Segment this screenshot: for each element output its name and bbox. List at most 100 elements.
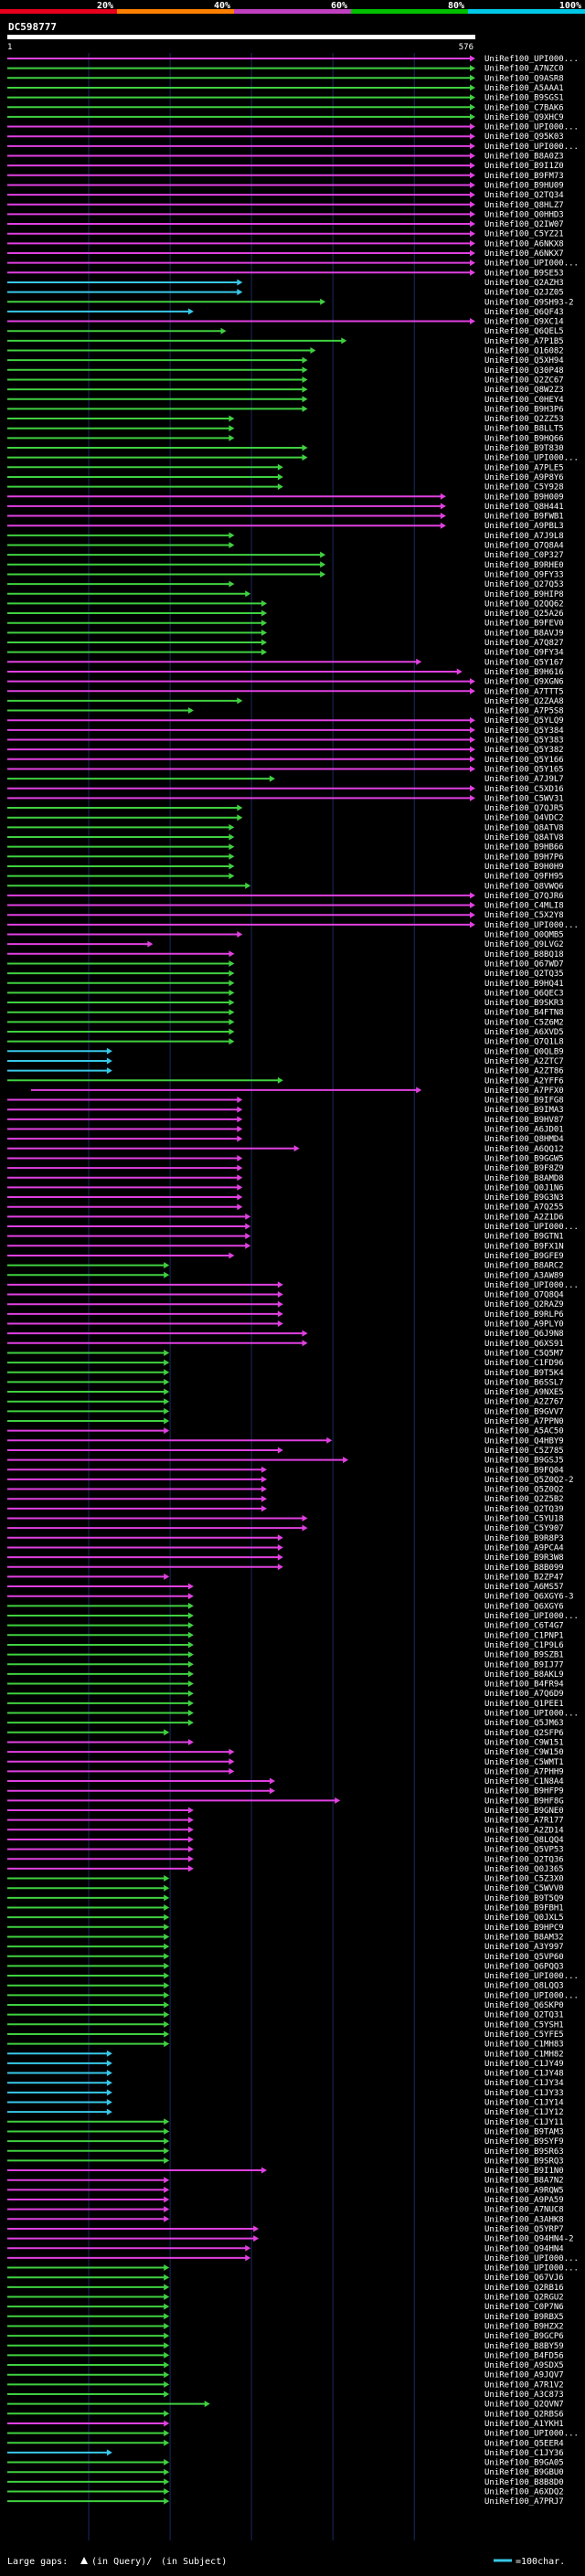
hit-label: UniRef100_B9SZB1 <box>484 1651 564 1660</box>
hit-bar-arrow <box>229 580 235 588</box>
hit-bar-arrow <box>187 1855 194 1862</box>
hit-bar-arrow <box>229 843 235 851</box>
hit-bar-arrow <box>164 1378 170 1385</box>
hit-bar-arrow <box>237 804 243 811</box>
hit-bar-arrow <box>320 570 326 578</box>
hit-label: UniRef100_A9PCA4 <box>484 1543 564 1553</box>
hit-label: UniRef100_UPI000... <box>484 260 579 269</box>
hit-bar-arrow <box>106 2099 112 2105</box>
hit-label: UniRef100_Q5Z0Q2-2 <box>484 1476 574 1485</box>
hit-label: UniRef100_Q2ZZ53 <box>484 415 564 424</box>
hit-label: UniRef100_A3C873 <box>484 2390 564 2400</box>
hit-bar-arrow <box>106 1047 112 1055</box>
legend-in-query: (in Query)/ <box>91 2557 152 2567</box>
hit-bar-arrow <box>164 2380 170 2388</box>
hit-bar-arrow <box>229 1028 235 1035</box>
hit-label: UniRef100_A7Q6D9 <box>484 1690 564 1699</box>
hit-label: UniRef100_C7BAK6 <box>484 103 564 112</box>
hit-bar-arrow <box>237 1193 243 1201</box>
hit-label: UniRef100_A9RQW5 <box>484 2186 564 2195</box>
pid-scale-tick: 40% <box>214 1 230 11</box>
hit-bar-arrow <box>164 2215 170 2222</box>
hit-label: UniRef100_A9P8Y6 <box>484 473 564 482</box>
hit-bar-arrow <box>229 980 235 987</box>
hit-label: UniRef100_C5YSH1 <box>484 2020 564 2030</box>
hit-bar-arrow <box>245 1242 251 1249</box>
hit-bar-arrow <box>470 318 475 325</box>
hit-bar-arrow <box>164 2313 170 2320</box>
hit-bar-arrow <box>164 2488 170 2495</box>
hit-bar-arrow <box>277 473 283 481</box>
hit-label: UniRef100_B9GCP6 <box>484 2332 564 2341</box>
hit-label: UniRef100_A6XVD5 <box>484 1028 564 1037</box>
pid-scale-tick: 20% <box>97 1 113 11</box>
hit-label: UniRef100_C5XD16 <box>484 785 564 794</box>
hit-label: UniRef100_Q2AZH3 <box>484 279 564 288</box>
hit-bar-arrow <box>470 239 475 247</box>
pid-scale-segment <box>117 9 234 14</box>
hit-bar-arrow <box>253 2235 260 2242</box>
hit-label: UniRef100_C0P327 <box>484 551 564 560</box>
hit-bar-arrow <box>164 2127 170 2135</box>
hit-bar-arrow <box>229 1009 235 1016</box>
hit-label: UniRef100_A7J9L7 <box>484 775 564 784</box>
hit-bar-arrow <box>302 1515 308 1521</box>
hit-label: UniRef100_C1JY33 <box>484 2089 564 2098</box>
hit-label: UniRef100_C1PNP1 <box>484 1631 564 1640</box>
hit-bar-arrow <box>261 629 268 636</box>
hit-label: UniRef100_A2Z1D6 <box>484 1213 564 1222</box>
hit-label: UniRef100_B9T5Q9 <box>484 1894 564 1903</box>
legend-large-gaps: Large gaps: <box>7 2557 68 2567</box>
hit-bar-arrow <box>277 1281 283 1288</box>
hit-label: UniRef100_B9FEV0 <box>484 620 564 629</box>
hit-label: UniRef100_Q8LQQ4 <box>484 1836 564 1845</box>
hit-bar-arrow <box>302 356 308 364</box>
hit-label: UniRef100_Q7Q8Q4 <box>484 1291 564 1300</box>
hit-label: UniRef100_Q5Y165 <box>484 765 564 774</box>
hit-label: UniRef100_Q7Q1L8 <box>484 1038 564 1047</box>
hit-bar-arrow <box>164 1369 170 1376</box>
query-start-label: 1 <box>7 43 12 52</box>
pid-scale-segment <box>0 9 117 14</box>
hit-label: UniRef100_B9R8P3 <box>484 1534 564 1543</box>
hit-label: UniRef100_UPI000... <box>484 921 579 930</box>
hit-bar-arrow <box>440 513 446 520</box>
legend-scale: =100char. <box>516 2557 565 2567</box>
hit-label: UniRef100_UPI000... <box>484 2264 579 2274</box>
hit-label: UniRef100_Q5Y383 <box>484 737 564 746</box>
hit-label: UniRef100_Q9XC14 <box>484 318 564 327</box>
hit-label: UniRef100_C1JY36 <box>484 2449 564 2458</box>
hit-bar-arrow <box>237 1106 243 1113</box>
hit-label: UniRef100_Q5YRP7 <box>484 2225 564 2234</box>
hit-bar-arrow <box>277 1320 283 1327</box>
hit-label: UniRef100_C5YU18 <box>484 1515 564 1524</box>
hit-label: UniRef100_Q2QVN7 <box>484 2401 564 2410</box>
hit-label: UniRef100_C1MH83 <box>484 2041 564 2050</box>
hit-bar-arrow <box>440 503 446 510</box>
hit-bar-arrow <box>269 1787 275 1795</box>
hit-bar-arrow <box>164 2468 170 2475</box>
hit-label: UniRef100_C1JY14 <box>484 2099 564 2108</box>
hit-label: UniRef100_B9IFG8 <box>484 1097 564 1106</box>
hit-label: UniRef100_B9HV87 <box>484 1116 564 1125</box>
hit-label: UniRef100_B9GTN1 <box>484 1233 564 1242</box>
hit-bar-arrow <box>253 2225 260 2232</box>
hit-bar-arrow <box>237 1097 243 1104</box>
hit-bar-arrow <box>187 1612 194 1619</box>
hit-label: UniRef100_A9PLY0 <box>484 1320 564 1330</box>
hit-bar-arrow <box>229 415 235 422</box>
hit-bar-arrow <box>237 1164 243 1171</box>
hit-label: UniRef100_A7TTT5 <box>484 687 564 696</box>
hit-bar-arrow <box>302 1330 308 1337</box>
hit-bar-arrow <box>261 649 268 656</box>
hit-bar-arrow <box>277 1534 283 1542</box>
hit-bar-arrow <box>237 1174 243 1182</box>
hit-bar-arrow <box>470 902 475 909</box>
hit-bar-arrow <box>440 493 446 500</box>
hit-bar-arrow <box>164 2177 170 2184</box>
hit-label: UniRef100_C1P9L6 <box>484 1641 564 1650</box>
hit-bar-arrow <box>277 463 283 471</box>
hit-bar-arrow <box>187 1865 194 1872</box>
hit-label: UniRef100_C5YZ21 <box>484 230 564 239</box>
hit-bar-arrow <box>204 2401 210 2408</box>
